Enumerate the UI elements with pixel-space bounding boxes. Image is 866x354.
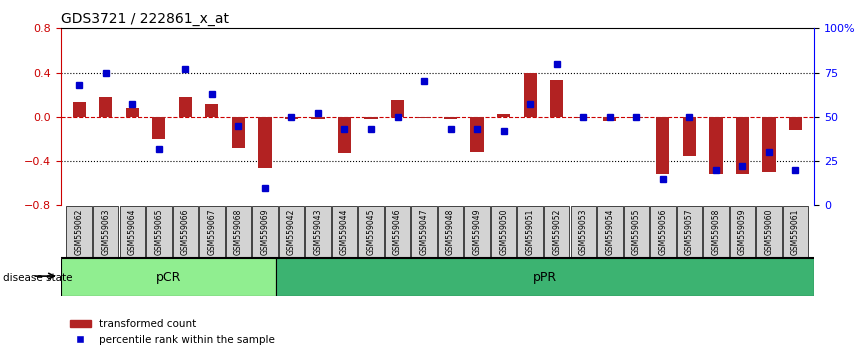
Bar [365, 117, 378, 119]
Text: GSM559048: GSM559048 [446, 209, 456, 255]
Text: GDS3721 / 222861_x_at: GDS3721 / 222861_x_at [61, 12, 229, 26]
FancyBboxPatch shape [756, 206, 782, 257]
Text: GSM559046: GSM559046 [393, 209, 402, 255]
Text: GSM559064: GSM559064 [128, 209, 137, 255]
Text: GSM559055: GSM559055 [632, 209, 641, 255]
FancyBboxPatch shape [703, 206, 728, 257]
FancyBboxPatch shape [359, 206, 384, 257]
Text: GSM559059: GSM559059 [738, 209, 746, 255]
Text: GSM559050: GSM559050 [499, 209, 508, 255]
FancyBboxPatch shape [571, 206, 596, 257]
Text: GSM559057: GSM559057 [685, 209, 694, 255]
Text: GSM559061: GSM559061 [791, 209, 800, 255]
Text: GSM559045: GSM559045 [366, 209, 376, 255]
Bar [178, 97, 192, 117]
FancyBboxPatch shape [624, 206, 649, 257]
FancyBboxPatch shape [226, 206, 251, 257]
Text: GSM559043: GSM559043 [313, 209, 322, 255]
Text: GSM559067: GSM559067 [207, 209, 216, 255]
Bar [709, 117, 722, 175]
Text: GSM559065: GSM559065 [154, 209, 164, 255]
FancyBboxPatch shape [93, 206, 119, 257]
FancyBboxPatch shape [518, 206, 543, 257]
FancyBboxPatch shape [146, 206, 171, 257]
FancyBboxPatch shape [67, 206, 92, 257]
Bar [682, 117, 696, 155]
Text: GSM559042: GSM559042 [287, 209, 296, 255]
FancyBboxPatch shape [199, 206, 224, 257]
Text: GSM559052: GSM559052 [553, 209, 561, 255]
Text: disease state: disease state [3, 273, 72, 283]
FancyBboxPatch shape [597, 206, 623, 257]
Legend: transformed count, percentile rank within the sample: transformed count, percentile rank withi… [66, 315, 279, 349]
Bar [73, 102, 86, 117]
FancyBboxPatch shape [385, 206, 410, 257]
FancyBboxPatch shape [676, 206, 702, 257]
FancyBboxPatch shape [120, 206, 145, 257]
FancyBboxPatch shape [438, 206, 463, 257]
FancyBboxPatch shape [172, 206, 198, 257]
Text: GSM559056: GSM559056 [658, 209, 668, 255]
FancyBboxPatch shape [279, 206, 304, 257]
FancyBboxPatch shape [332, 206, 357, 257]
Text: GSM559044: GSM559044 [340, 209, 349, 255]
FancyBboxPatch shape [650, 206, 675, 257]
Bar [126, 108, 139, 117]
Text: GSM559047: GSM559047 [419, 209, 429, 255]
Text: GSM559066: GSM559066 [181, 209, 190, 255]
Bar [603, 117, 617, 121]
Bar [550, 80, 564, 117]
Bar [417, 117, 430, 118]
FancyBboxPatch shape [61, 258, 276, 296]
Bar [736, 117, 749, 175]
Bar [762, 117, 776, 172]
Bar [311, 117, 325, 119]
FancyBboxPatch shape [544, 206, 570, 257]
FancyBboxPatch shape [464, 206, 490, 257]
Text: GSM559049: GSM559049 [473, 209, 481, 255]
Bar [630, 117, 643, 118]
Text: GSM559063: GSM559063 [101, 209, 110, 255]
Text: GSM559051: GSM559051 [526, 209, 534, 255]
FancyBboxPatch shape [411, 206, 436, 257]
Text: GSM559062: GSM559062 [74, 209, 84, 255]
Text: GSM559054: GSM559054 [605, 209, 614, 255]
Text: GSM559060: GSM559060 [765, 209, 773, 255]
FancyBboxPatch shape [730, 206, 755, 257]
Bar [285, 117, 298, 119]
FancyBboxPatch shape [305, 206, 331, 257]
Bar [789, 117, 802, 130]
Text: GSM559058: GSM559058 [711, 209, 721, 255]
Bar [232, 117, 245, 148]
Bar [391, 100, 404, 117]
FancyBboxPatch shape [783, 206, 808, 257]
Bar [258, 117, 272, 168]
Bar [99, 97, 113, 117]
Bar [152, 117, 165, 139]
Text: GSM559069: GSM559069 [261, 209, 269, 255]
Text: GSM559068: GSM559068 [234, 209, 242, 255]
Text: GSM559053: GSM559053 [578, 209, 588, 255]
Bar [497, 114, 510, 117]
Bar [656, 117, 669, 175]
Bar [444, 117, 457, 119]
FancyBboxPatch shape [276, 258, 814, 296]
FancyBboxPatch shape [252, 206, 278, 257]
Text: pPR: pPR [533, 270, 557, 284]
Bar [470, 117, 484, 152]
Bar [577, 117, 590, 118]
Text: pCR: pCR [156, 270, 181, 284]
Bar [524, 73, 537, 117]
Bar [205, 104, 218, 117]
Bar [338, 117, 351, 153]
FancyBboxPatch shape [491, 206, 516, 257]
